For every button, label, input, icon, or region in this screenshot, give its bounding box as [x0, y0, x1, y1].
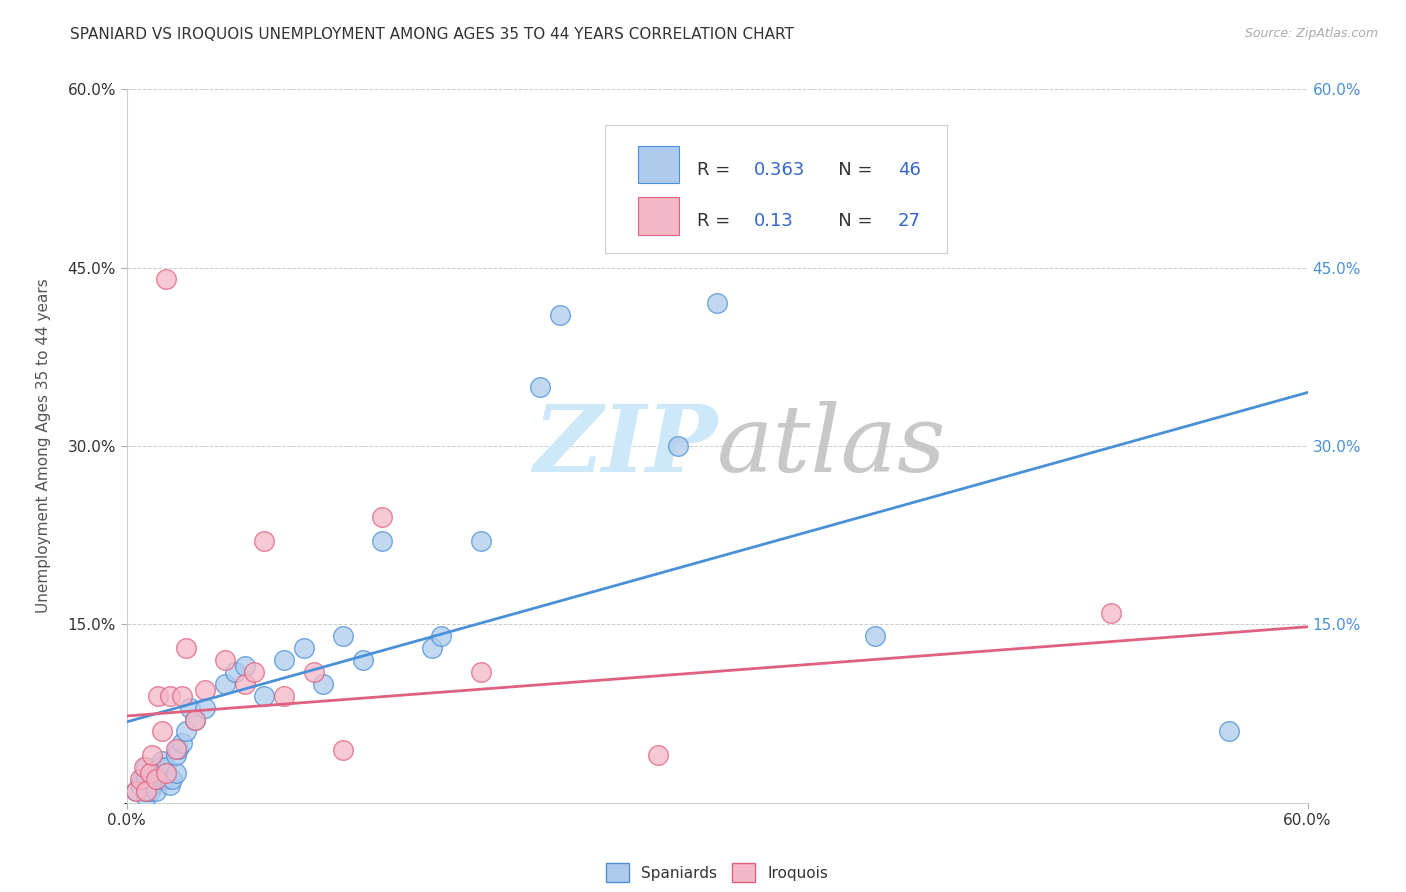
- Point: [131, 772, 153, 786]
- Text: SPANIARD VS IROQUOIS UNEMPLOYMENT AMONG AGES 35 TO 44 YEARS CORRELATION CHART: SPANIARD VS IROQUOIS UNEMPLOYMENT AMONG …: [70, 27, 794, 42]
- Point: [145, 772, 167, 786]
- Point: [470, 534, 492, 549]
- Point: [165, 748, 187, 763]
- Point: [129, 772, 152, 786]
- Point: [135, 789, 157, 804]
- Point: [745, 46, 768, 61]
- Point: [194, 682, 217, 697]
- Point: [141, 778, 163, 792]
- Point: [666, 439, 689, 453]
- Point: [371, 510, 394, 524]
- Point: [165, 742, 187, 756]
- Point: [863, 629, 886, 643]
- Point: [371, 534, 394, 549]
- Point: [312, 677, 335, 691]
- Point: [332, 629, 354, 643]
- Point: [139, 766, 162, 780]
- Y-axis label: Unemployment Among Ages 35 to 44 years: Unemployment Among Ages 35 to 44 years: [37, 278, 51, 614]
- Text: N =: N =: [821, 161, 879, 178]
- Point: [184, 713, 207, 727]
- Text: ZIP: ZIP: [533, 401, 717, 491]
- Text: Source: ZipAtlas.com: Source: ZipAtlas.com: [1244, 27, 1378, 40]
- Point: [352, 653, 374, 667]
- Point: [253, 534, 276, 549]
- Point: [470, 665, 492, 679]
- Point: [150, 754, 173, 768]
- Point: [135, 760, 157, 774]
- Point: [134, 760, 156, 774]
- Legend: Spaniards, Iroquois: Spaniards, Iroquois: [600, 857, 834, 888]
- Point: [214, 677, 236, 691]
- Text: 46: 46: [898, 161, 921, 178]
- Point: [1218, 724, 1240, 739]
- Point: [214, 653, 236, 667]
- Point: [141, 748, 163, 763]
- Point: [233, 677, 256, 691]
- Point: [135, 784, 157, 798]
- Point: [146, 689, 169, 703]
- Point: [166, 742, 188, 756]
- Point: [160, 772, 183, 786]
- Point: [706, 296, 728, 310]
- Point: [125, 784, 148, 798]
- Point: [135, 772, 157, 786]
- Text: R =: R =: [697, 212, 735, 230]
- Point: [420, 641, 443, 656]
- Point: [243, 665, 266, 679]
- Point: [155, 772, 177, 786]
- Point: [548, 308, 571, 322]
- Point: [273, 653, 295, 667]
- Point: [155, 760, 177, 774]
- Point: [332, 743, 354, 757]
- Text: 27: 27: [898, 212, 921, 230]
- Point: [179, 700, 201, 714]
- Point: [170, 689, 193, 703]
- Point: [430, 629, 453, 643]
- Text: 0.13: 0.13: [754, 212, 793, 230]
- Point: [170, 736, 193, 750]
- Point: [129, 778, 152, 792]
- Point: [292, 641, 315, 656]
- Point: [302, 665, 325, 679]
- Point: [273, 689, 295, 703]
- Point: [159, 778, 181, 792]
- Point: [224, 665, 246, 679]
- Text: N =: N =: [821, 212, 879, 230]
- Point: [139, 784, 162, 798]
- Point: [155, 272, 177, 286]
- Point: [146, 772, 169, 786]
- Point: [149, 760, 172, 774]
- Point: [159, 689, 181, 703]
- Text: atlas: atlas: [717, 401, 946, 491]
- Point: [233, 659, 256, 673]
- Point: [145, 784, 167, 798]
- Point: [135, 784, 157, 798]
- Point: [155, 766, 177, 780]
- Point: [125, 784, 148, 798]
- Point: [174, 724, 197, 739]
- Text: R =: R =: [697, 161, 735, 178]
- Point: [150, 724, 173, 739]
- FancyBboxPatch shape: [638, 197, 679, 235]
- Point: [184, 713, 207, 727]
- FancyBboxPatch shape: [605, 125, 948, 253]
- Point: [647, 748, 669, 763]
- Text: 0.363: 0.363: [754, 161, 806, 178]
- FancyBboxPatch shape: [638, 146, 679, 184]
- Point: [155, 766, 177, 780]
- Point: [194, 700, 217, 714]
- Point: [253, 689, 276, 703]
- Point: [529, 379, 551, 393]
- Point: [165, 766, 187, 780]
- Point: [174, 641, 197, 656]
- Point: [1099, 606, 1122, 620]
